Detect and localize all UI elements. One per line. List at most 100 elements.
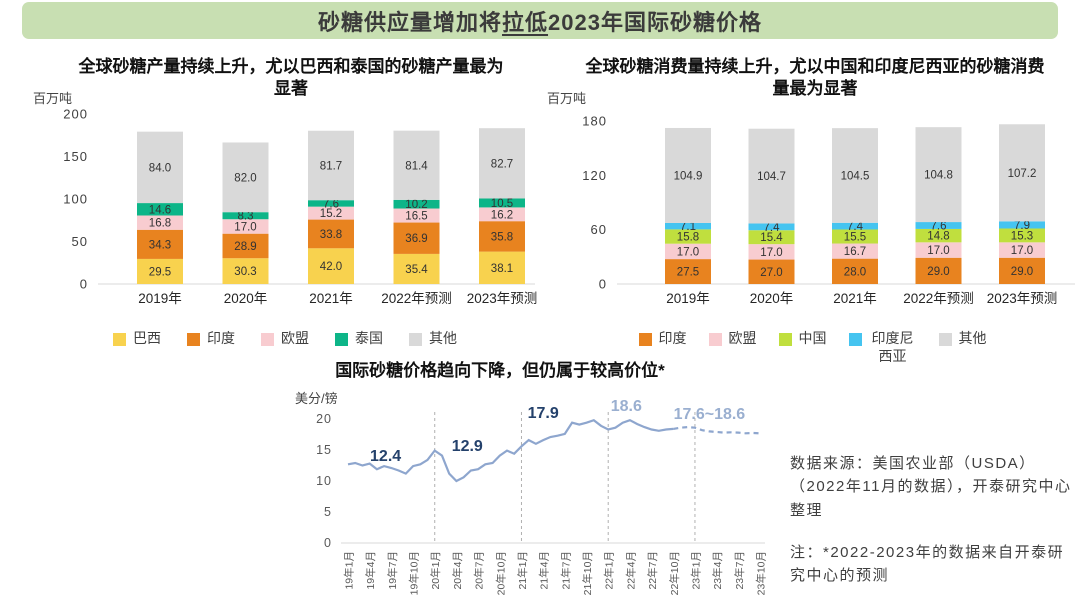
bar-value-label: 35.8	[491, 231, 513, 243]
legend-label: 欧盟	[281, 330, 309, 346]
x-tick-label: 22年1月	[603, 551, 616, 590]
bar-value-label: 17.0	[677, 246, 699, 258]
category-label: 2023年预测	[467, 291, 538, 306]
bar-value-label: 14.6	[149, 204, 171, 216]
legend-label: 泰国	[355, 330, 383, 346]
y-tick-label: 150	[63, 149, 88, 164]
legend-swatch	[708, 333, 722, 346]
bar-value-label: 15.3	[1011, 230, 1033, 242]
bar-value-label: 104.7	[757, 171, 786, 183]
bar-segment-巴西	[137, 258, 183, 284]
legend-label: 其他	[429, 330, 457, 346]
consumption-legend: 印度 欧盟 中国 印度尼西亚 其他	[545, 330, 1080, 365]
bar-segment-欧盟	[915, 242, 962, 258]
bar-value-label: 15.4	[760, 232, 783, 244]
bar-value-label: 29.0	[927, 266, 949, 278]
bar-segment-欧盟	[479, 207, 525, 222]
header-banner: 砂糖供应量增加将拉低2023年国际砂糖价格	[22, 2, 1058, 39]
production-yaxis-unit: 百万吨	[33, 91, 73, 106]
bar-value-label: 29.5	[149, 266, 171, 278]
bar-segment-欧盟	[222, 219, 269, 234]
y-tick-label: 0	[599, 277, 607, 292]
legend-swatch	[409, 333, 422, 346]
bar-value-label: 84.0	[149, 162, 171, 174]
bar-value-label: 17.0	[927, 245, 949, 257]
y-tick-label: 0	[324, 536, 332, 550]
category-label: 2019年	[138, 291, 182, 306]
legend-item-其他: 其他	[409, 330, 457, 348]
production-chart-title: 全球砂糖产量持续上升，尤以巴西和泰国的砂糖产量最为显著	[78, 57, 504, 99]
bar-segment-印度	[393, 222, 440, 254]
annotation-label: 12.4	[370, 448, 401, 465]
x-tick-label: 22年10月	[668, 551, 681, 595]
bar-segment-其他	[915, 127, 962, 223]
bar-segment-印度	[748, 259, 795, 284]
bar-value-label: 29.0	[1011, 266, 1033, 278]
bar-value-label: 7.4	[847, 221, 864, 233]
bar-value-label: 17.0	[760, 247, 782, 259]
y-tick-label: 200	[63, 107, 88, 122]
legend-swatch	[113, 333, 126, 346]
price-line	[347, 418, 674, 483]
legend-item-欧盟: 欧盟	[261, 330, 309, 348]
bar-segment-巴西	[393, 253, 440, 284]
legend-label: 巴西	[133, 330, 161, 346]
bar-segment-泰国	[308, 200, 354, 207]
price-line-forecast	[673, 425, 761, 435]
bar-segment-印度尼西亚	[665, 222, 711, 230]
x-tick-label: 20年4月	[451, 551, 464, 590]
forecast-footnote: 注：*2022-2023年的数据来自开泰研究中心的预测	[790, 544, 1065, 585]
page-title: 砂糖供应量增加将拉低2023年国际砂糖价格	[318, 5, 762, 37]
category-label: 2020年	[750, 291, 794, 306]
y-tick-label: 100	[63, 192, 88, 207]
legend-item-印度: 印度	[638, 330, 687, 348]
price-yaxis-unit: 美分/镑	[295, 391, 338, 406]
bar-segment-印度	[308, 219, 354, 249]
bar-segment-巴西	[308, 248, 354, 284]
bar-value-label: 17.0	[1011, 245, 1033, 257]
y-tick-label: 10	[316, 474, 332, 488]
x-tick-label: 20年1月	[429, 551, 442, 590]
bar-value-label: 17.0	[234, 221, 256, 233]
bar-value-label: 82.0	[234, 172, 256, 184]
x-tick-label: 23年7月	[733, 551, 746, 590]
bar-value-label: 7.6	[931, 221, 947, 233]
production-bar-chart: 0 50 100 150 200 29.5 34.3 16.8 14.6 84.0 2019年 30.…	[63, 107, 538, 307]
bar-segment-印度	[999, 257, 1045, 284]
bar-segment-泰国	[222, 212, 269, 220]
x-tick-label: 20年7月	[473, 551, 486, 590]
bar-value-label: 38.1	[491, 263, 513, 275]
bar-value-label: 15.8	[677, 232, 699, 244]
y-tick-label: 120	[582, 168, 607, 183]
y-tick-label: 180	[582, 114, 607, 129]
category-label: 2023年预测	[987, 291, 1058, 306]
legend-label: 印度	[658, 330, 687, 346]
bar-segment-中国	[665, 229, 711, 244]
x-tick-label: 21年7月	[559, 551, 572, 590]
bar-value-label: 81.7	[320, 160, 342, 172]
bar-segment-其他	[999, 124, 1045, 222]
consumption-bar-chart: 0 60 120 180 27.5 17.0 15.87.1 104.9 2019年 27.0 17…	[582, 114, 1075, 306]
legend-label: 欧盟	[728, 330, 757, 346]
bar-segment-中国	[832, 229, 878, 244]
x-tick-label: 23年4月	[711, 551, 724, 590]
bar-segment-欧盟	[832, 243, 878, 259]
bar-value-label: 16.2	[491, 209, 513, 221]
bar-value-label: 8.3	[238, 211, 254, 223]
x-tick-label: 23年1月	[689, 551, 702, 590]
bar-segment-泰国	[479, 198, 525, 208]
bar-segment-欧盟	[748, 244, 795, 260]
legend-label: 印度	[207, 330, 235, 346]
x-tick-label: 23年10月	[755, 551, 768, 595]
bar-segment-印度	[832, 258, 878, 284]
legend-swatch	[938, 333, 952, 346]
bar-segment-其他	[479, 128, 525, 199]
bar-segment-印度	[915, 257, 962, 284]
bar-value-label: 16.5	[405, 211, 427, 223]
legend-label: 印度尼西亚	[871, 330, 914, 364]
category-label: 2022年预测	[381, 291, 452, 306]
page-title-pre: 砂糖供应量增加将	[318, 9, 503, 35]
bar-segment-印度尼西亚	[748, 223, 795, 231]
category-label: 2021年	[309, 291, 353, 306]
bar-value-label: 82.7	[491, 158, 513, 170]
